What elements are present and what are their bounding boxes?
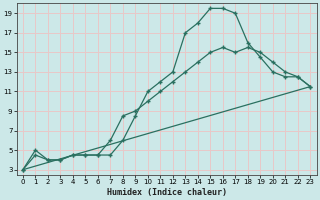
X-axis label: Humidex (Indice chaleur): Humidex (Indice chaleur): [107, 188, 227, 197]
